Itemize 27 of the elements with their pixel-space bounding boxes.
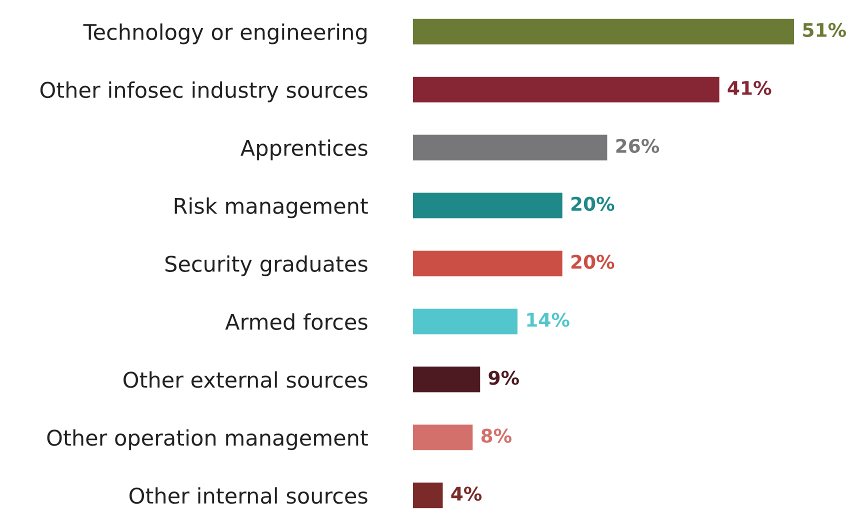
bar [412,250,562,276]
bar [412,18,794,44]
bar [412,366,480,392]
y-tick-label: Apprentices [240,139,368,160]
data-label: 14% [527,312,570,327]
data-label: 26% [616,138,660,153]
y-tick-label: Other infosec industry sources [40,81,368,102]
data-label: 20% [571,196,614,211]
y-tick-label: Risk management [174,197,368,218]
data-label: 20% [571,254,614,269]
bar [412,192,562,218]
data-label: 9% [488,370,519,385]
data-label: 8% [481,428,512,443]
bar [412,134,608,160]
data-label: 4% [451,486,482,501]
y-tick-label: Security graduates [165,255,368,276]
bar [412,424,473,450]
y-tick-label: Technology or engineering [83,23,366,44]
data-label: 41% [728,80,772,96]
bar [412,482,443,508]
y-tick-label: Other operation management [47,429,368,450]
bar [412,308,518,334]
data-label: 51% [803,22,846,38]
y-tick-label: Other internal sources [130,487,368,504]
y-tick-label: Other external sources [124,371,368,388]
bar [412,76,720,102]
y-tick-label: Armed forces [225,313,368,330]
